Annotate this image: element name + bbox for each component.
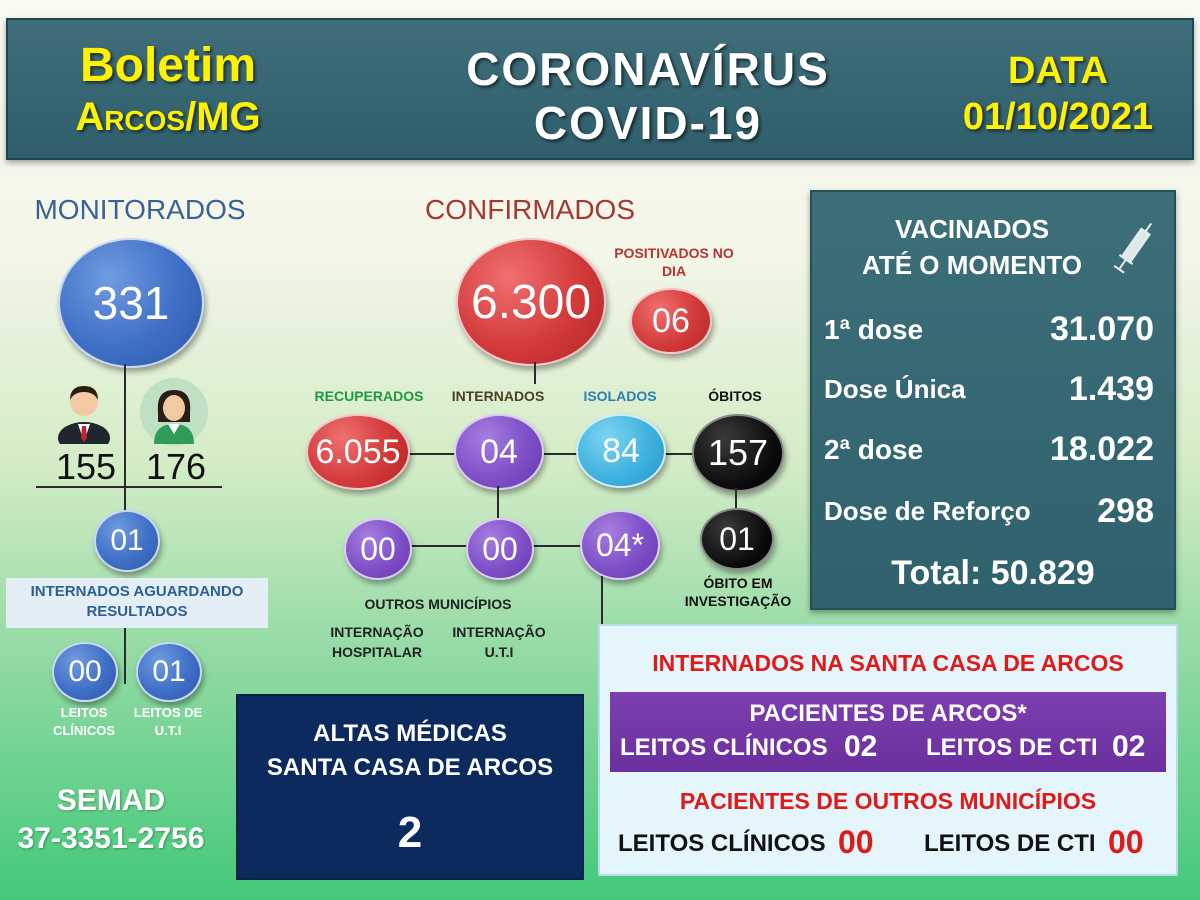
isolados-circle: 84	[576, 414, 666, 488]
aguardando-circle: 01	[94, 510, 160, 572]
semad-phone: 37-3351-2756	[17, 822, 205, 855]
vacinados-total: Total: 50.829	[891, 554, 1095, 592]
header-covid: COVID-19	[533, 97, 763, 149]
female-count: 176	[145, 446, 207, 487]
internados-star-circle: 04*	[580, 510, 660, 580]
vacinados-title-2: ATÉ O MOMENTO	[861, 250, 1083, 280]
vac-row-4: Dose de Reforço 298	[824, 492, 1154, 531]
vac-row-2: Dose Única 1.439	[824, 370, 1154, 409]
internados-connector	[497, 486, 499, 518]
leitos-uti-label: LEITOS DE U.T.I	[133, 705, 203, 738]
leitos-uti-circle: 01	[136, 642, 202, 702]
recuperados-value: 6.055	[315, 432, 401, 471]
female-avatar-icon	[140, 378, 208, 446]
outros-uti-value: 00	[482, 530, 518, 567]
outros-hospitalar-value: 00	[360, 530, 396, 567]
internados-value: 04	[480, 432, 518, 471]
obito-investigacao-label: ÓBITO EM INVESTIGAÇÃO	[684, 575, 792, 609]
outros-uti-circle: 00	[466, 518, 534, 580]
semad-name: SEMAD	[56, 784, 166, 817]
obitos-value: 157	[707, 432, 769, 473]
leitos-clinicos-circle: 00	[52, 642, 118, 702]
monitorados-total-value: 331	[92, 277, 170, 329]
arcos-cti-label: LEITOS DE CTI	[926, 734, 1098, 761]
vac-row-3: 2ª dose 18.022	[824, 430, 1154, 469]
altas-title-2: SANTA CASA DE ARCOS	[266, 754, 554, 781]
altas-title-1: ALTAS MÉDICAS	[313, 720, 507, 747]
isolados-value: 84	[602, 431, 640, 470]
internacao-hospitalar-label: INTERNAÇÃO HOSPITALAR	[330, 624, 424, 660]
male-count: 155	[55, 446, 117, 487]
arcos-clinicos-value: 02	[844, 730, 878, 763]
header-left: Boletim Arcos/MG	[48, 40, 288, 142]
vac-row-1-value: 31.070	[1050, 310, 1154, 348]
santa-casa-panel: INTERNADOS NA SANTA CASA DE ARCOS PACIEN…	[598, 624, 1178, 876]
confirmados-total-value: 6.300	[470, 275, 592, 329]
internados-label: INTERNADOS	[451, 388, 545, 404]
confirmados-row-line	[380, 453, 720, 455]
internados-star-value: 04*	[595, 526, 645, 563]
outros-title: PACIENTES DE OUTROS MUNICÍPIOS	[679, 788, 1097, 814]
outros-hospitalar-circle: 00	[344, 518, 412, 580]
obitos-label: ÓBITOS	[708, 388, 762, 404]
syringe-icon	[1112, 216, 1156, 280]
leitos-connector	[124, 628, 126, 684]
confirmados-total-circle: 6.300	[456, 238, 606, 366]
vac-row-3-label: 2ª dose	[824, 433, 924, 465]
outros-cti-label: LEITOS DE CTI	[924, 830, 1096, 857]
vac-row-2-value: 1.439	[1068, 370, 1154, 408]
header-banner: Boletim Arcos/MG CORONAVÍRUS COVID-19 DA…	[6, 18, 1194, 160]
header-date: 01/10/2021	[962, 96, 1154, 138]
leitos-uti-value: 01	[152, 655, 186, 688]
vac-row-1: 1ª dose 31.070	[824, 310, 1154, 349]
vacinados-panel: VACINADOS ATÉ O MOMENTO 1ª dose 31.070 D…	[810, 190, 1176, 610]
header-right: DATA 01/10/2021	[938, 48, 1178, 140]
positivados-value: 06	[652, 301, 690, 340]
leitos-clinicos-label: LEITOS CLÍNICOS	[52, 705, 116, 738]
aguardando-label: INTERNADOS AGUARDANDO RESULTADOS	[6, 578, 268, 628]
vac-row-1-label: 1ª dose	[824, 313, 924, 345]
outros-municipios-label: OUTROS MUNICÍPIOS	[364, 596, 512, 612]
monitorados-connector	[124, 364, 126, 512]
header-center: CORONAVÍRUS COVID-19	[398, 42, 898, 150]
leitos-clinicos-value: 00	[68, 655, 102, 688]
internados-circle: 04	[454, 414, 544, 490]
vac-row-2-label: Dose Única	[824, 374, 966, 404]
header-data-label: DATA	[1008, 50, 1108, 92]
arcos-band: PACIENTES DE ARCOS* LEITOS CLÍNICOS 02 L…	[610, 692, 1166, 772]
monitorados-total-circle: 331	[58, 238, 204, 368]
vac-row-3-value: 18.022	[1050, 430, 1154, 468]
monitorados-title: MONITORADOS	[34, 194, 246, 225]
positivados-circle: 06	[630, 288, 712, 354]
header-coronavirus: CORONAVÍRUS	[466, 43, 830, 95]
outros-cti-value: 00	[1108, 824, 1144, 860]
header-title-boletim: Boletim	[79, 39, 256, 92]
arcos-cti-value: 02	[1112, 730, 1146, 763]
santa-casa-title: INTERNADOS NA SANTA CASA DE ARCOS	[652, 650, 1124, 676]
confirmados-connector	[534, 362, 536, 384]
arcos-clinicos-label: LEITOS CLÍNICOS	[620, 734, 828, 761]
obito-investigacao-value: 01	[719, 520, 755, 557]
arcos-title: PACIENTES DE ARCOS*	[749, 700, 1027, 727]
confirmados-title: CONFIRMADOS	[425, 194, 635, 225]
positivados-label: POSITIVADOS NO DIA	[614, 245, 734, 279]
vac-row-4-value: 298	[1097, 492, 1154, 530]
outros-clinicos-value: 00	[838, 824, 874, 860]
header-city: Arcos/MG	[75, 95, 261, 139]
recuperados-circle: 6.055	[306, 414, 410, 490]
obito-investigacao-circle: 01	[700, 508, 774, 570]
vac-row-4-label: Dose de Reforço	[824, 496, 1031, 526]
altas-value: 2	[397, 808, 423, 857]
altas-medicas-panel: ALTAS MÉDICAS SANTA CASA DE ARCOS 2	[236, 694, 584, 880]
monitorados-divider	[36, 486, 222, 488]
male-avatar-icon	[58, 380, 110, 454]
recuperados-label: RECUPERADOS	[314, 388, 424, 404]
isolados-label: ISOLADOS	[583, 388, 657, 404]
obitos-circle: 157	[692, 414, 784, 492]
internacao-uti-label: INTERNAÇÃO U.T.I	[452, 624, 546, 660]
outros-clinicos-label: LEITOS CLÍNICOS	[618, 830, 826, 857]
aguardando-value: 01	[110, 524, 144, 557]
obitos-connector	[735, 488, 737, 510]
vacinados-title-1: VACINADOS	[894, 214, 1050, 244]
